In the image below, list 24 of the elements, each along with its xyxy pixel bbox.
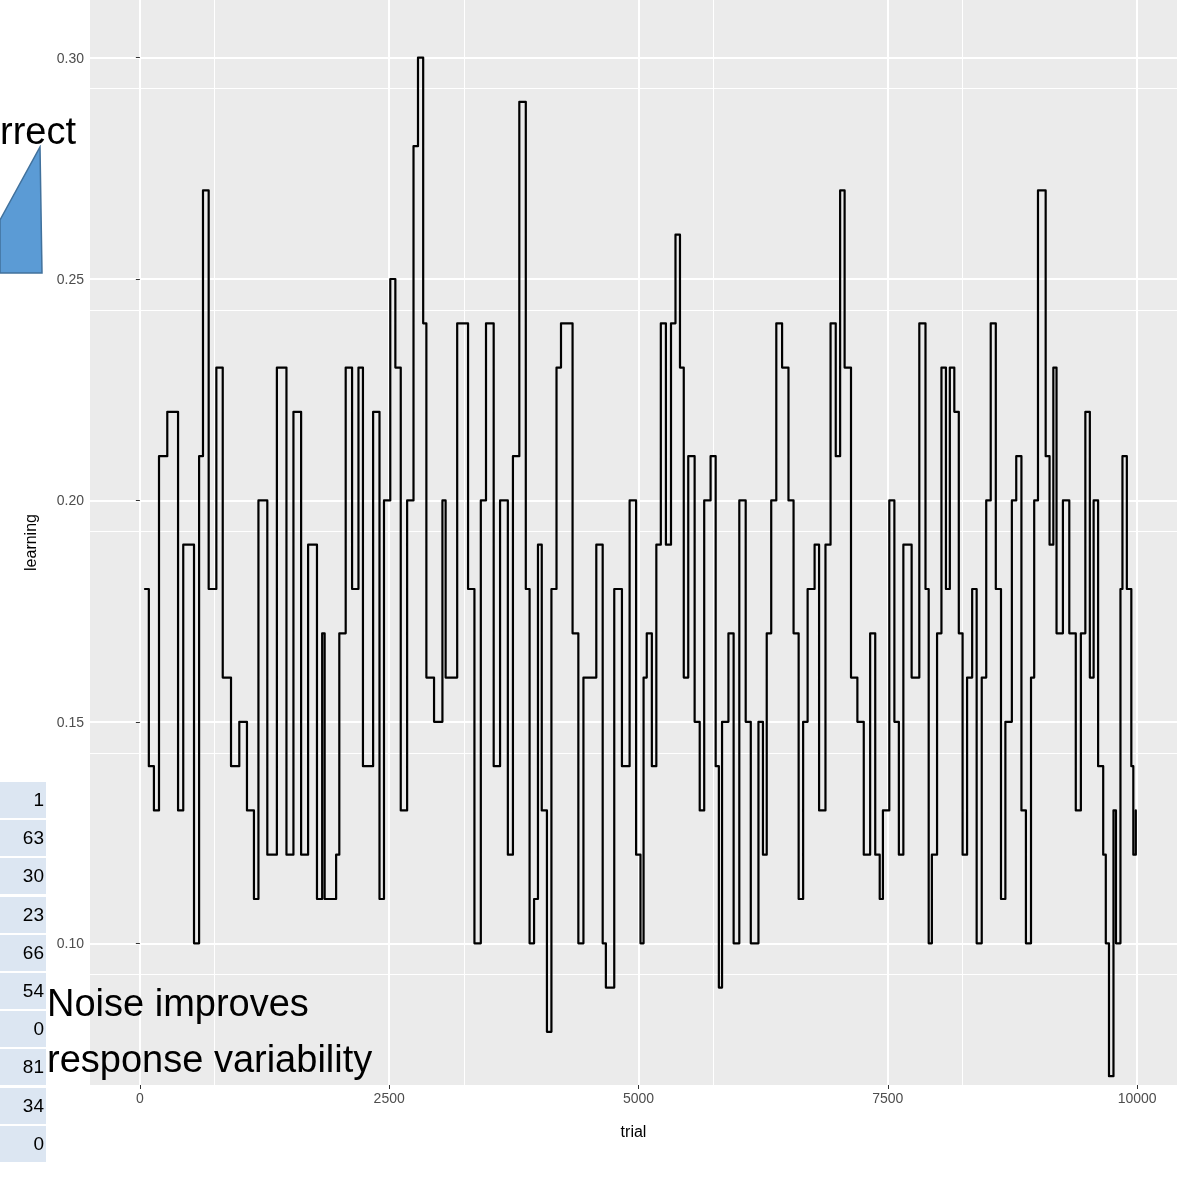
text: 81 bbox=[0, 1049, 46, 1088]
annotation: Noise improves response variability bbox=[47, 981, 374, 1082]
y-tick-label: 0.25 bbox=[56, 271, 85, 287]
y-tick-label: 0.30 bbox=[56, 49, 85, 66]
x-axis-title: trial bbox=[620, 1122, 647, 1140]
y-tick-label: 0.10 bbox=[56, 935, 85, 952]
text: 34 bbox=[0, 1087, 46, 1126]
y-tick-label: 0.20 bbox=[56, 492, 85, 509]
y-tick-label: 0.15 bbox=[56, 713, 85, 730]
text: rrect bbox=[0, 109, 76, 154]
text: 66 bbox=[0, 934, 46, 973]
text: 1 bbox=[0, 782, 46, 820]
text: 0 bbox=[0, 1125, 46, 1164]
text: 63 bbox=[0, 820, 46, 859]
x-tick-label: 10000 bbox=[1117, 1090, 1157, 1106]
y-axis-title: learning bbox=[21, 514, 39, 571]
text: 54 bbox=[0, 973, 46, 1011]
x-tick-label: 2500 bbox=[373, 1090, 405, 1106]
x-tick-label: 0 bbox=[135, 1090, 144, 1106]
x-tick-label: 5000 bbox=[622, 1090, 655, 1106]
text: 0 bbox=[0, 1011, 46, 1050]
x-tick-label: 7500 bbox=[872, 1090, 904, 1106]
text: 23 bbox=[0, 896, 46, 935]
text: 30 bbox=[0, 858, 46, 897]
